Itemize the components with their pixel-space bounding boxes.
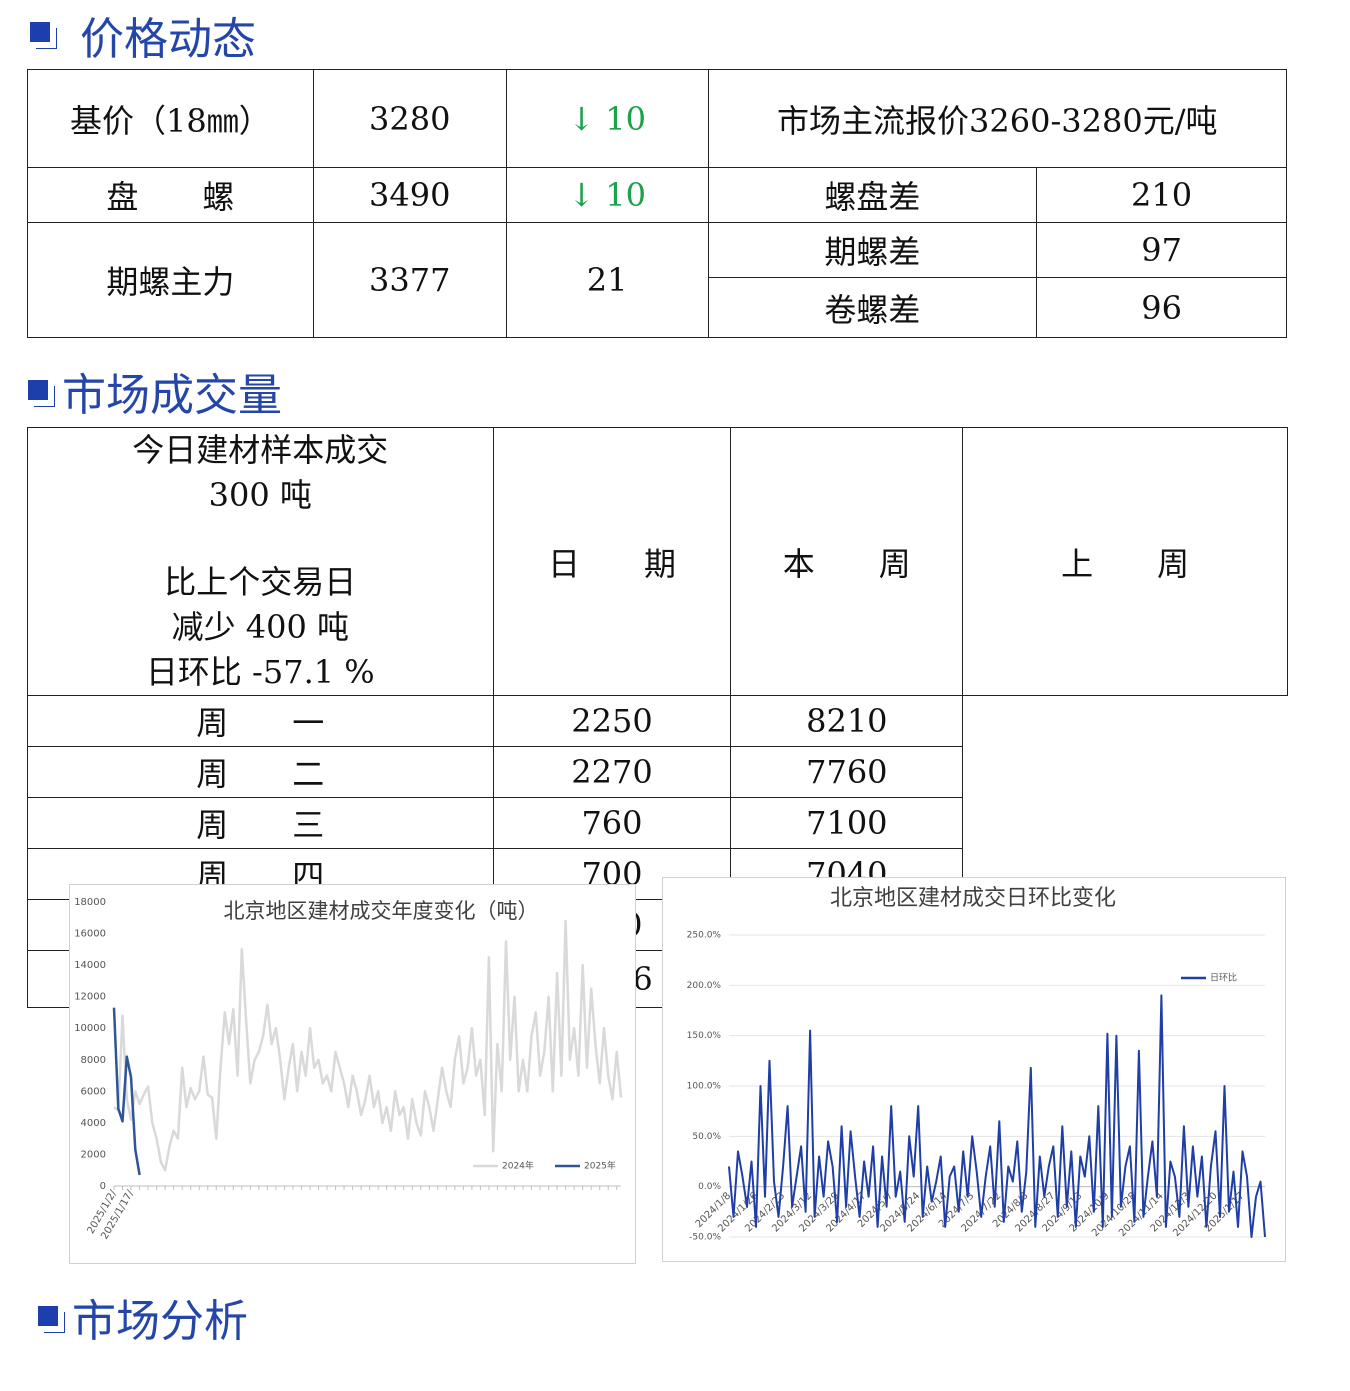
summary-line: 减少 400 吨: [171, 608, 349, 646]
section-title: 市场分析: [72, 1296, 248, 1347]
y-tick-label: 200.0%: [687, 981, 722, 991]
y-tick-label: 50.0%: [692, 1132, 721, 1142]
summary-cell: 今日建材样本成交 300 吨 比上个交易日 减少 400 吨 日环比 -57.1…: [27, 427, 494, 696]
data-line: [113, 919, 623, 1172]
chart-box: 北京地区建材成交年度变化（吨） 0 2000 4000 6000 8000 10000 120…: [69, 884, 636, 1264]
summary-line: 比上个交易日: [164, 563, 357, 601]
cell: 期螺主力: [27, 222, 314, 338]
legend-label: 2024年: [502, 1160, 534, 1172]
y-tick-label: 250.0%: [687, 931, 722, 941]
cell: 8210: [730, 695, 964, 747]
summary-line: 300 吨: [208, 476, 312, 514]
cell: 2250: [492, 695, 732, 747]
y-tick-label: 0: [100, 1181, 106, 1192]
section-icon: [28, 380, 55, 407]
y-tick-label: 4000: [81, 1118, 106, 1129]
cell: ↓ 10: [505, 69, 709, 168]
chart-title: 北京地区建材成交日环比变化: [830, 886, 1116, 911]
summary-line: 今日建材样本成交: [132, 431, 389, 469]
section-icon: [38, 1306, 65, 1333]
cell: 2270: [492, 746, 732, 798]
y-tick-label: 2000: [81, 1149, 106, 1160]
data-line: [112, 1007, 141, 1176]
cell: 期螺差: [707, 222, 1038, 278]
cell: 周 三: [27, 797, 494, 849]
section-icon: [30, 22, 57, 49]
header-cell: 上 周: [962, 427, 1288, 696]
y-tick-label: -50.0%: [689, 1233, 721, 1243]
y-tick-label: 8000: [81, 1055, 106, 1066]
cell: 螺盘差: [707, 167, 1038, 223]
y-tick-label: 6000: [81, 1086, 106, 1097]
data-line: [728, 994, 1266, 1238]
cell: 96: [1036, 277, 1287, 338]
cell: 7100: [730, 797, 964, 849]
price-table: 基价（18㎜） 3280 ↓ 10 市场主流报价3260-3280元/吨 盘 螺 349…: [27, 69, 1287, 338]
cell: 7760: [730, 746, 964, 798]
summary-line: 日环比 -57.1 %: [145, 653, 375, 691]
cell: 盘 螺: [27, 167, 314, 223]
cell: 周 二: [27, 746, 494, 798]
cell: 卷螺差: [707, 277, 1038, 338]
y-tick-label: 0.0%: [698, 1182, 721, 1192]
cell: 3280: [312, 69, 507, 168]
cell: 基价（18㎜）: [27, 69, 314, 168]
cell: ↓ 10: [505, 167, 709, 223]
cell: 21: [505, 222, 709, 338]
cell: 3377: [312, 222, 507, 338]
chart-box: 北京地区建材成交日环比变化 -50.0% 0.0% 50.0% 100.0% 150.0%…: [662, 877, 1286, 1262]
cell: 97: [1036, 222, 1287, 278]
legend-label: 日环比: [1210, 972, 1237, 984]
y-tick-label: 100.0%: [687, 1082, 722, 1092]
cell: 周 一: [27, 695, 494, 747]
header-cell: 本 周: [730, 427, 964, 696]
cell: 210: [1036, 167, 1287, 223]
section-title: 价格动态: [80, 14, 256, 65]
y-tick-label: 18000: [74, 897, 106, 908]
header-cell: 日 期: [492, 427, 732, 696]
cell: 市场主流报价3260-3280元/吨: [707, 69, 1287, 168]
section-title: 市场成交量: [62, 370, 282, 421]
legend-label: 2025年: [584, 1160, 616, 1172]
y-tick-label: 12000: [74, 992, 106, 1003]
y-tick-label: 10000: [74, 1023, 106, 1034]
y-tick-label: 14000: [74, 960, 106, 971]
cell: 3490: [312, 167, 507, 223]
chart: 北京地区建材成交日环比变化 -50.0% 0.0% 50.0% 100.0% 150.0%…: [687, 886, 1266, 1243]
cell: 760: [492, 797, 732, 849]
chart-title: 北京地区建材成交年度变化（吨）: [224, 899, 539, 923]
y-tick-label: 150.0%: [687, 1031, 722, 1041]
chart: 北京地区建材成交年度变化（吨） 0 2000 4000 6000 8000 10000 120…: [74, 897, 623, 1241]
y-tick-label: 16000: [74, 929, 106, 940]
